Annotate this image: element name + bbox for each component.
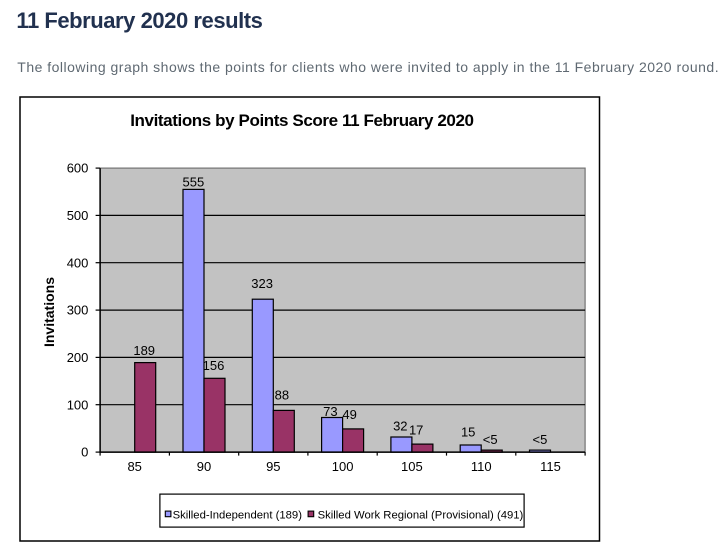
svg-text:17: 17: [409, 423, 423, 438]
svg-text:189: 189: [134, 343, 156, 358]
svg-text:323: 323: [252, 276, 274, 291]
svg-text:15: 15: [461, 424, 475, 439]
svg-text:Invitations: Invitations: [42, 277, 58, 347]
svg-text:400: 400: [67, 256, 89, 271]
svg-text:Skilled Work Regional (Provisi: Skilled Work Regional (Provisional) (491…: [318, 510, 524, 522]
svg-text:49: 49: [343, 407, 357, 422]
svg-text:<5: <5: [483, 432, 498, 447]
svg-text:95: 95: [266, 459, 280, 474]
svg-text:110: 110: [471, 459, 492, 474]
svg-text:115: 115: [541, 459, 562, 474]
svg-text:0: 0: [82, 445, 89, 460]
svg-text:Invitations by Points Score 11: Invitations by Points Score 11 February …: [131, 111, 474, 130]
svg-text:105: 105: [401, 459, 423, 474]
svg-text:300: 300: [67, 303, 89, 318]
svg-text:100: 100: [332, 459, 354, 474]
svg-text:<5: <5: [533, 432, 548, 447]
svg-text:200: 200: [67, 350, 89, 365]
svg-text:156: 156: [203, 358, 225, 373]
svg-text:555: 555: [183, 174, 205, 189]
svg-text:100: 100: [67, 398, 89, 413]
svg-text:Skilled-Independent (189): Skilled-Independent (189): [173, 510, 303, 522]
svg-text:90: 90: [197, 459, 211, 474]
svg-text:600: 600: [67, 161, 89, 176]
svg-text:85: 85: [128, 459, 142, 474]
svg-text:73: 73: [324, 404, 338, 419]
svg-text:88: 88: [275, 388, 289, 403]
svg-text:500: 500: [67, 208, 89, 223]
svg-text:32: 32: [393, 419, 407, 434]
